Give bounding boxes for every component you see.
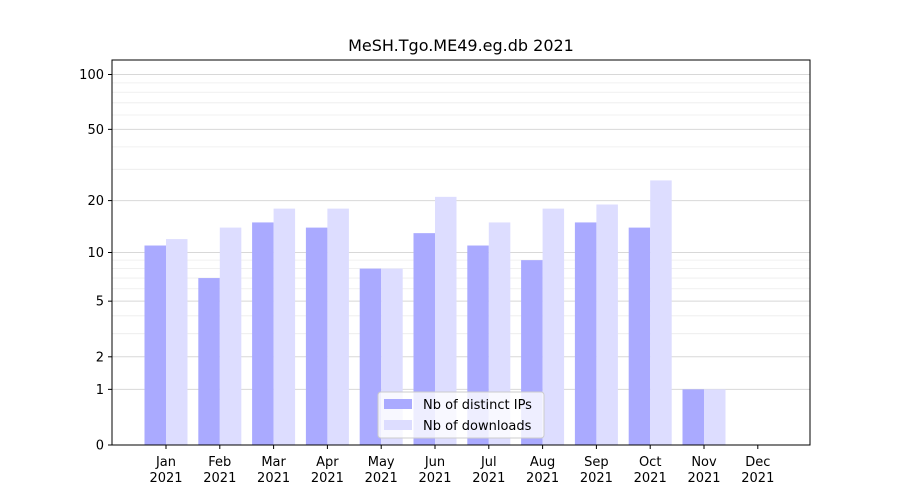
bar-nb-of-distinct-ips-sep bbox=[574, 222, 597, 445]
x-tick-label-month: Oct bbox=[639, 455, 661, 470]
bar-nb-of-distinct-ips-oct bbox=[628, 227, 651, 445]
y-tick-label: 2 bbox=[96, 350, 104, 365]
x-tick-label-year: 2021 bbox=[526, 471, 559, 486]
x-tick-label-month: Nov bbox=[691, 455, 717, 470]
y-tick-label: 1 bbox=[96, 383, 104, 398]
x-tick-label-month: May bbox=[368, 455, 395, 470]
bar-nb-of-downloads-nov bbox=[704, 389, 726, 445]
bars bbox=[144, 180, 726, 446]
bar-nb-of-downloads-apr bbox=[327, 208, 349, 445]
bar-nb-of-distinct-ips-apr bbox=[305, 227, 328, 445]
x-tick-label-year: 2021 bbox=[634, 471, 667, 486]
bar-nb-of-downloads-sep bbox=[596, 204, 618, 445]
y-tick-label: 100 bbox=[79, 68, 104, 83]
x-tick-label-year: 2021 bbox=[580, 471, 613, 486]
x-tick-label-year: 2021 bbox=[365, 471, 398, 486]
bar-nb-of-distinct-ips-jan bbox=[144, 245, 166, 445]
x-tick-label-month: Dec bbox=[745, 455, 770, 470]
x-tick-label-month: Apr bbox=[316, 455, 339, 470]
bar-nb-of-downloads-jan bbox=[166, 239, 188, 445]
x-tick-label-month: Jul bbox=[480, 455, 497, 470]
bar-nb-of-distinct-ips-feb bbox=[198, 278, 220, 445]
legend-box bbox=[377, 391, 545, 439]
legend: Nb of distinct IPs Nb of downloads bbox=[377, 391, 545, 439]
y-tick-label: 50 bbox=[87, 123, 104, 138]
x-tick-label-year: 2021 bbox=[149, 471, 182, 486]
y-tick-label: 5 bbox=[96, 295, 104, 310]
y-tick-label: 0 bbox=[96, 439, 104, 454]
bar-nb-of-downloads-aug bbox=[542, 208, 565, 445]
axes: 0125102050100Jan2021Feb2021Mar2021Apr202… bbox=[79, 68, 774, 486]
legend-entry-1: Nb of distinct IPs bbox=[423, 398, 532, 413]
bar-nb-of-distinct-ips-mar bbox=[252, 222, 274, 445]
x-tick-label-year: 2021 bbox=[741, 471, 774, 486]
legend-swatch-2 bbox=[384, 420, 412, 430]
bar-nb-of-downloads-jun bbox=[435, 196, 457, 445]
bar-nb-of-downloads-oct bbox=[650, 180, 672, 446]
x-tick-label-month: Mar bbox=[261, 455, 286, 470]
x-tick-label-year: 2021 bbox=[472, 471, 505, 486]
x-tick-label-year: 2021 bbox=[257, 471, 290, 486]
legend-entry-2: Nb of downloads bbox=[423, 419, 532, 434]
bar-nb-of-downloads-feb bbox=[219, 227, 242, 445]
bar-nb-of-downloads-jul bbox=[488, 222, 511, 445]
x-tick-label-month: Jan bbox=[155, 455, 176, 470]
y-tick-label: 10 bbox=[87, 246, 104, 261]
y-tick-label: 20 bbox=[87, 194, 104, 209]
x-tick-label-month: Aug bbox=[530, 455, 555, 470]
bar-nb-of-distinct-ips-nov bbox=[682, 389, 704, 445]
x-tick-label-year: 2021 bbox=[687, 471, 720, 486]
legend-swatch-1 bbox=[384, 399, 412, 409]
chart-title: MeSH.Tgo.ME49.eg.db 2021 bbox=[348, 36, 574, 55]
x-tick-label-year: 2021 bbox=[311, 471, 344, 486]
bar-nb-of-distinct-ips-may bbox=[359, 268, 382, 445]
bar-nb-of-downloads-mar bbox=[273, 208, 296, 445]
x-tick-label-month: Sep bbox=[584, 455, 609, 470]
x-tick-label-month: Jun bbox=[424, 455, 445, 470]
x-tick-label-month: Feb bbox=[208, 455, 231, 470]
x-tick-label-year: 2021 bbox=[203, 471, 236, 486]
x-tick-label-year: 2021 bbox=[418, 471, 451, 486]
